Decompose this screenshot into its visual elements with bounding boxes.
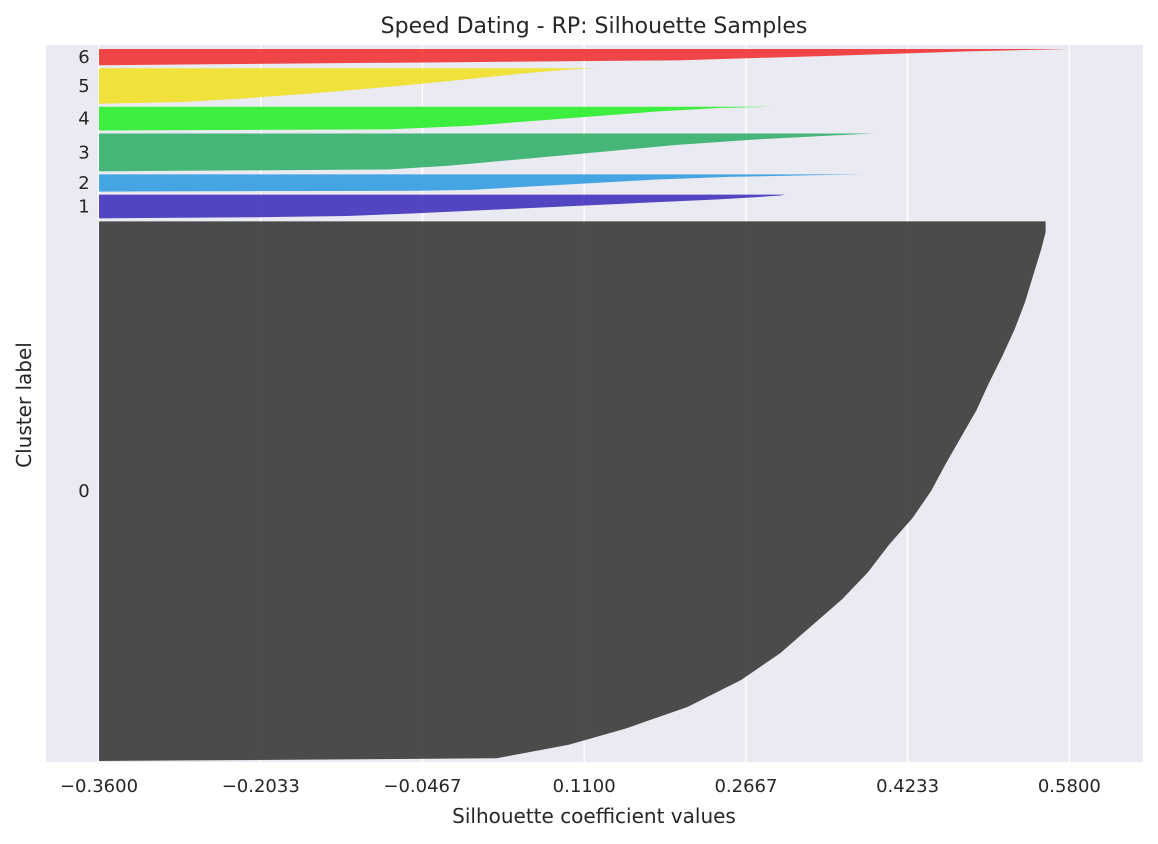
- y-axis-label: Cluster label: [12, 342, 36, 468]
- cluster-1-area: [99, 194, 786, 219]
- cluster-6-label: 6: [78, 47, 89, 68]
- x-tick-label: −0.0467: [383, 776, 461, 797]
- cluster-3-label: 3: [78, 142, 89, 163]
- cluster-5-area: [99, 68, 595, 104]
- x-tick-label: 0.1100: [553, 776, 616, 797]
- cluster-1-label: 1: [78, 196, 89, 217]
- x-tick-label: −0.2033: [222, 776, 300, 797]
- cluster-3-area: [99, 133, 874, 172]
- chart-title: Speed Dating - RP: Silhouette Samples: [381, 14, 808, 39]
- x-axis-label: Silhouette coefficient values: [452, 804, 736, 828]
- x-axis-ticks: −0.3600 −0.2033 −0.0467 0.1100 0.2667 0.4233 0…: [60, 776, 1101, 797]
- x-tick-label: 0.2667: [714, 776, 777, 797]
- cluster-labels: 0 12 3 4 5 6: [78, 47, 89, 502]
- cluster-0-area: [99, 221, 1046, 762]
- cluster-4-label: 4: [78, 109, 89, 130]
- cluster-4-area: [99, 106, 770, 131]
- x-tick-label: −0.3600: [60, 776, 138, 797]
- cluster-5-label: 5: [78, 76, 89, 97]
- x-tick-label: 0.4233: [876, 776, 939, 797]
- x-tick-label: 0.5800: [1038, 776, 1101, 797]
- cluster-2-area: [99, 174, 863, 192]
- cluster-0-label: 0: [78, 481, 89, 502]
- silhouette-areas: [99, 49, 1070, 762]
- cluster-6-area: [99, 49, 1070, 66]
- cluster-2-label: 2: [78, 173, 89, 194]
